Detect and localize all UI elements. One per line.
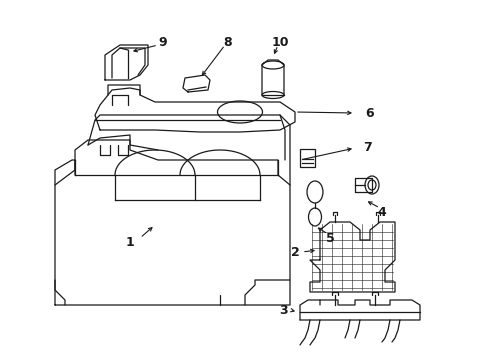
Text: 3: 3 bbox=[279, 303, 288, 316]
Text: 8: 8 bbox=[223, 36, 232, 49]
Text: 4: 4 bbox=[377, 206, 386, 219]
Text: 5: 5 bbox=[325, 231, 334, 244]
Text: 6: 6 bbox=[364, 107, 373, 120]
Text: 1: 1 bbox=[125, 235, 134, 248]
Text: 7: 7 bbox=[362, 140, 371, 153]
Bar bbox=[299, 149, 314, 167]
Text: 10: 10 bbox=[271, 36, 288, 49]
Text: 9: 9 bbox=[159, 36, 167, 49]
Text: 2: 2 bbox=[290, 247, 299, 260]
